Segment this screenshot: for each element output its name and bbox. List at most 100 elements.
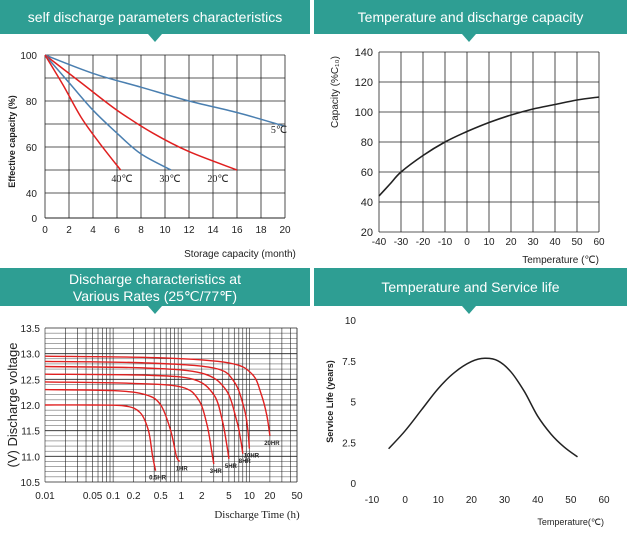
x-axis-label: Discharge Time (h) xyxy=(214,509,300,521)
series-label: 5HR xyxy=(225,464,238,470)
series-line-40℃ xyxy=(44,54,122,171)
x-tick-label: 0.01 xyxy=(35,491,55,502)
x-tick-label: 12 xyxy=(183,225,195,236)
series-line-0.5HR xyxy=(44,404,157,471)
x-axis-label: Temperature (℃) xyxy=(522,255,599,266)
series-label: 20HR xyxy=(264,441,280,447)
x-tick-label: 50 xyxy=(565,495,577,506)
y-tick-label: 13.5 xyxy=(21,324,41,335)
x-tick-label: 10 xyxy=(483,237,495,248)
x-tick-label: 30 xyxy=(527,237,539,248)
series-line-3HR xyxy=(44,381,215,465)
chart-self-discharge: 0 2 4 6 8 10 12 14 16 18 20 0 40 60 80 100 Storage capac… xyxy=(7,51,296,260)
series-label: 10HR xyxy=(244,454,260,460)
y-tick-label: 10.5 xyxy=(21,478,41,489)
x-tick-label: 0 xyxy=(464,237,470,248)
x-tick-label: 0.1 xyxy=(106,491,120,502)
x-tick-label: 2 xyxy=(66,225,72,236)
series-line-8HR xyxy=(44,365,244,454)
chart-temperature-capacity: -40 -30 -20 -10 0 10 20 30 40 50 60 20 40 60 80 100 120 1… xyxy=(330,47,605,266)
y-tick-label: 7.5 xyxy=(342,357,356,368)
x-tick-label: -10 xyxy=(438,237,453,248)
panel-3-notch xyxy=(148,306,162,314)
x-tick-label: 8 xyxy=(138,225,144,236)
x-tick-label: 0.05 xyxy=(83,491,103,502)
x-axis-label: Temperature(℃) xyxy=(537,517,604,527)
x-tick-label: 10 xyxy=(433,495,445,506)
y-tick-label: 11.0 xyxy=(21,452,40,463)
y-axis-label: Service Life (years) xyxy=(325,360,335,443)
panel-2-banner: Temperature and discharge capacity xyxy=(314,0,627,34)
y-tick-label: 12.5 xyxy=(21,375,41,386)
panel-1-notch xyxy=(148,34,162,42)
y-tick-label: 40 xyxy=(26,189,38,200)
x-tick-label: 0.5 xyxy=(154,491,168,502)
y-tick-label: 120 xyxy=(355,77,373,89)
x-tick-label: 20 xyxy=(505,237,517,248)
y-tick-label: 60 xyxy=(361,167,373,179)
x-tick-label: 20 xyxy=(279,225,291,236)
panel-4-banner: Temperature and Service life xyxy=(314,268,627,306)
y-tick-label: 40 xyxy=(361,197,373,209)
y-tick-label: 12.0 xyxy=(21,401,41,412)
y-tick-label: 5 xyxy=(350,398,356,409)
series-label: 0.5HR xyxy=(149,476,167,482)
y-tick-label: 140 xyxy=(355,47,373,59)
series-line-30℃ xyxy=(44,54,172,171)
x-tick-label: 50 xyxy=(291,491,303,502)
x-tick-label: 5 xyxy=(226,491,232,502)
series-line xyxy=(378,96,600,197)
panel-4-notch xyxy=(462,306,476,314)
series-line-20℃ xyxy=(44,54,238,171)
x-tick-label: 10 xyxy=(159,225,171,236)
series-line-1HR xyxy=(44,388,181,462)
y-tick-label: 80 xyxy=(26,97,38,108)
x-tick-label: 20 xyxy=(466,495,478,506)
y-tick-label: 80 xyxy=(361,137,373,149)
x-tick-label: 40 xyxy=(549,237,561,248)
panel-4-title: Temperature and Service life xyxy=(381,279,560,295)
y-axis-label: Capacity (%C₁₀) xyxy=(330,56,341,128)
y-tick-label: 100 xyxy=(20,51,37,62)
y-tick-label: 60 xyxy=(26,143,38,154)
x-tick-label: 0 xyxy=(402,495,408,506)
x-tick-label: 40 xyxy=(532,495,544,506)
x-tick-label: 10 xyxy=(244,491,256,502)
x-tick-label: 2 xyxy=(199,491,205,502)
x-tick-label: 14 xyxy=(207,225,219,236)
x-tick-label: 0.2 xyxy=(127,491,141,502)
y-tick-label: 2.5 xyxy=(342,438,356,449)
y-tick-label: 0 xyxy=(350,479,356,490)
x-tick-label: 4 xyxy=(90,225,96,236)
panel-2-title: Temperature and discharge capacity xyxy=(357,9,584,25)
x-tick-label: 30 xyxy=(499,495,511,506)
x-tick-label: 0 xyxy=(42,225,48,236)
y-axis-label: Effective capacity (%) xyxy=(7,95,17,188)
x-axis-label: Storage capacity (month) xyxy=(184,249,296,260)
series-line-10HR xyxy=(44,360,251,449)
x-tick-label: 18 xyxy=(255,225,267,236)
chart-discharge-rates: 0.01 0.05 0.1 0.2 0.5 1 2 5 10 20 50 10.5 11.0 11.5 12… xyxy=(5,324,303,521)
series-label: 3HR xyxy=(210,469,223,475)
y-axis-label: (V) Discharge voltage xyxy=(5,343,20,468)
x-tick-label: 20 xyxy=(264,491,276,502)
x-tick-label: 16 xyxy=(231,225,243,236)
x-tick-label: 50 xyxy=(571,237,583,248)
series-label: 20℃ xyxy=(207,174,228,185)
series-label: 1HR xyxy=(176,466,189,472)
series-label: 40℃ xyxy=(111,174,132,185)
series-line xyxy=(388,357,578,458)
x-tick-label: 60 xyxy=(598,495,610,506)
x-tick-label: 1 xyxy=(178,491,184,502)
series-label: 8HR xyxy=(239,459,252,465)
y-tick-label: 10 xyxy=(345,316,357,327)
x-tick-label: -20 xyxy=(416,237,431,248)
series-line-5℃ xyxy=(44,54,286,128)
panel-3-title-line1: Discharge characteristics at xyxy=(69,271,241,287)
panel-temperature-capacity: Temperature and discharge capacity -40 -3… xyxy=(314,0,627,266)
panel-discharge-rates: Discharge characteristics at Various Rat… xyxy=(0,268,310,540)
x-tick-label: 60 xyxy=(593,237,605,248)
series-line-5HR xyxy=(44,373,230,459)
y-tick-label: 13.0 xyxy=(21,350,41,361)
x-tick-label: 6 xyxy=(114,225,120,236)
